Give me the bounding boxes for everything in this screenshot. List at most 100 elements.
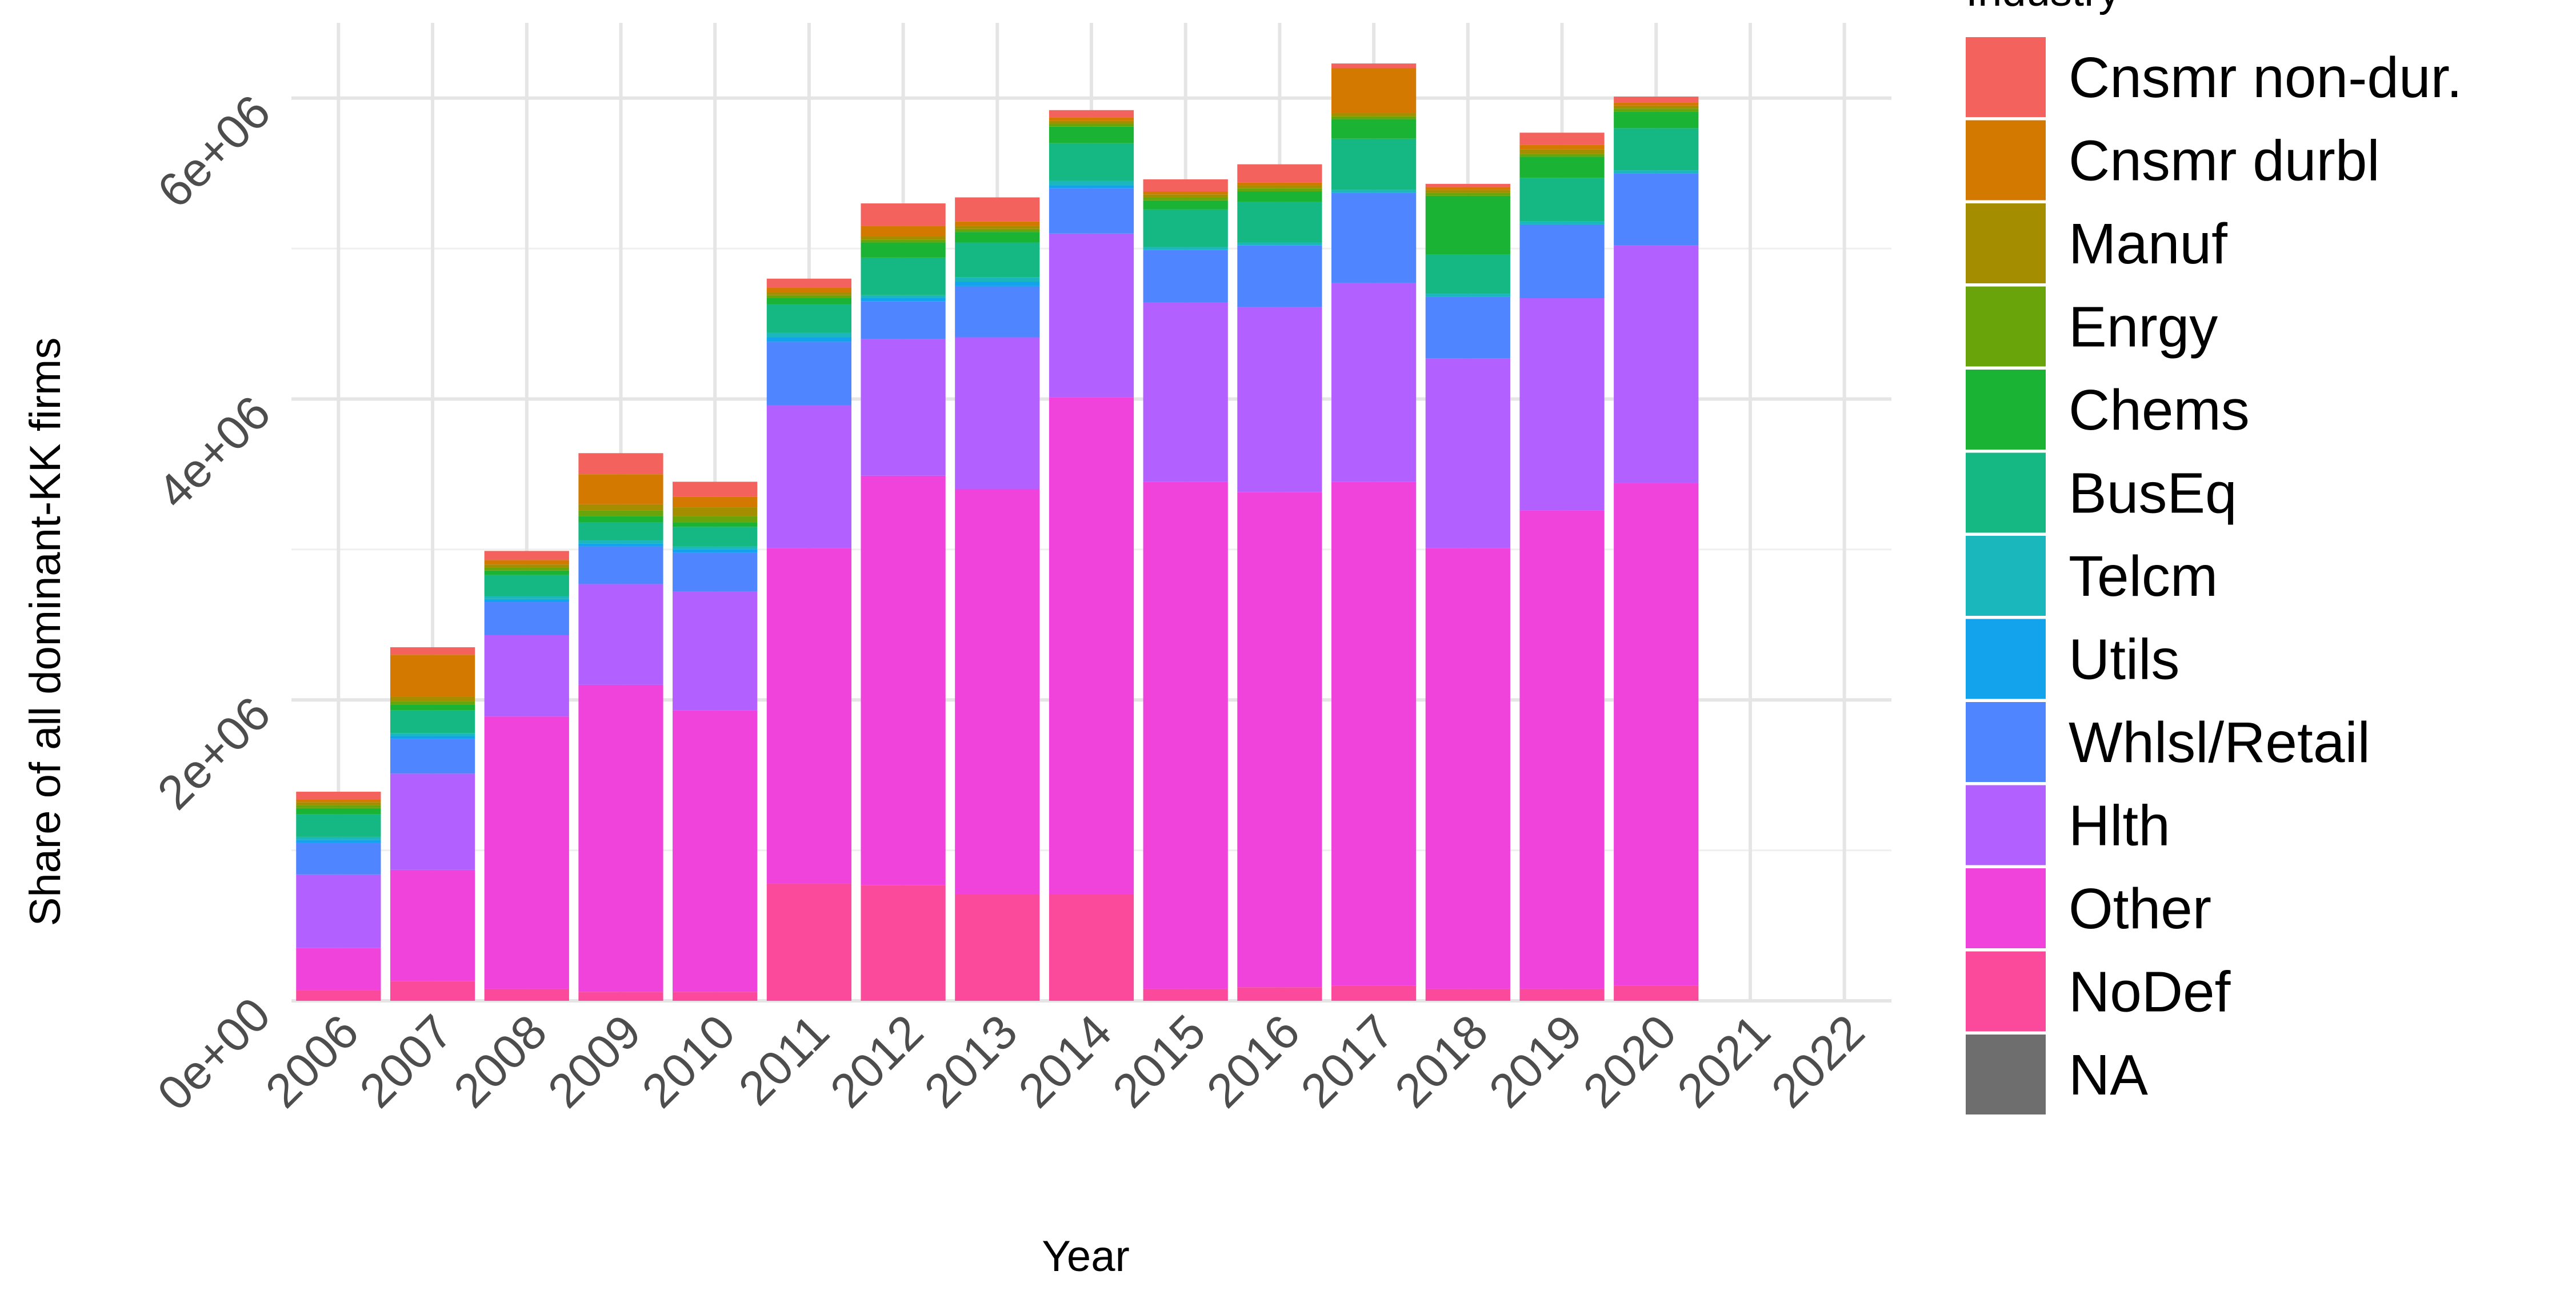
bar-segment (1331, 482, 1417, 986)
bar-segment (1614, 97, 1699, 103)
bar-segment (861, 242, 946, 258)
bar-segment (1519, 149, 1605, 154)
legend-title: Industry (1966, 0, 2120, 15)
bar-segment (1614, 985, 1699, 1001)
bar-segment (1614, 102, 1699, 106)
bar-segment (1237, 307, 1322, 492)
bar-segment (578, 504, 663, 511)
bar-segment (861, 301, 946, 339)
bar-segment (1237, 191, 1322, 202)
bar-segment (390, 704, 475, 711)
bar-segment (390, 696, 475, 701)
bar-segment (955, 489, 1040, 894)
bar-segment (766, 298, 851, 304)
y-tick-label: 0e+00 (147, 987, 280, 1120)
legend-label: Manuf (2069, 212, 2227, 276)
bar-segment (1143, 191, 1228, 195)
bar-segment (1614, 483, 1699, 986)
bar-segment (673, 507, 758, 516)
legend-label: Utils (2069, 628, 2179, 692)
x-tick-label: 2015 (1102, 1004, 1216, 1118)
x-tick-label: 2021 (1667, 1004, 1781, 1118)
bar-segment (1143, 194, 1228, 198)
bar-segment (484, 564, 569, 568)
bar-segment (1425, 254, 1510, 294)
bar-segment (861, 236, 946, 240)
bar-segment (1425, 358, 1510, 548)
bar-segment (1237, 492, 1322, 988)
bar-segment (1331, 190, 1417, 193)
legend-key (1966, 120, 2046, 201)
bar-segment (861, 298, 946, 302)
bar-segment (861, 295, 946, 298)
bar-segment (1519, 224, 1605, 298)
legend-label: NA (2069, 1043, 2148, 1107)
bar-segment (955, 893, 1040, 1001)
x-tick-label: 2019 (1479, 1004, 1593, 1118)
bar-segment (766, 404, 851, 548)
legend-key (1966, 536, 2046, 616)
bar-segment (1519, 154, 1605, 157)
x-tick-label: 2014 (1008, 1004, 1122, 1118)
bar-segment (1049, 110, 1134, 118)
legend: Industry Cnsmr non-dur. Cnsmr durbl Manuf E… (1966, 0, 2462, 1114)
bar-segment (390, 981, 475, 1001)
legend-key (1966, 785, 2046, 865)
legend-label: Cnsmr non-dur. (2069, 46, 2462, 110)
bar-segment (1143, 250, 1228, 303)
bar-segment (673, 522, 758, 527)
bar-segment (484, 716, 569, 989)
bar-segment (1331, 63, 1417, 69)
legend-label: Cnsmr durbl (2069, 129, 2380, 193)
bar-segment (390, 647, 475, 655)
bar-segment (766, 883, 851, 1001)
bar-segment (955, 197, 1040, 222)
bar-segment (1331, 119, 1417, 139)
bar-segment (955, 228, 1040, 232)
bar-segment (390, 739, 475, 774)
bar-segment (578, 992, 663, 1001)
bar-segment (673, 710, 758, 992)
bar-segment (1237, 202, 1322, 243)
bar-segment (484, 596, 569, 599)
bar-segment (1614, 173, 1699, 246)
bar-segment (1331, 138, 1417, 190)
bar-segment (1331, 193, 1417, 283)
x-tick-label: 2008 (443, 1004, 557, 1118)
bar-segment (1331, 113, 1417, 117)
bar-segment (390, 736, 475, 739)
bar-segment (1049, 123, 1134, 127)
bar-segment (390, 773, 475, 870)
bar-segment (1331, 985, 1417, 1001)
bar-segment (484, 988, 569, 1001)
bar-segment (390, 710, 475, 733)
legend-label: Other (2069, 877, 2211, 941)
bar-segment (296, 840, 381, 843)
bar-segment (1519, 145, 1605, 150)
bar-segment (578, 516, 663, 523)
bar-segment (296, 836, 381, 840)
x-tick-label: 2017 (1290, 1004, 1404, 1118)
bar-segment (955, 226, 1040, 229)
bar-segment (484, 560, 569, 565)
bar-segment (766, 287, 851, 292)
bar-segment (1049, 188, 1134, 234)
bar-segment (861, 339, 946, 476)
bar-segment (766, 342, 851, 405)
legend-key (1966, 619, 2046, 699)
bar-segment (861, 885, 946, 1001)
bar-segment (578, 540, 663, 544)
bar-segment (296, 802, 381, 805)
bar-segment (1143, 197, 1228, 201)
bar-segment (1049, 143, 1134, 181)
x-tick-label: 2011 (728, 1004, 839, 1115)
bar-segment (484, 567, 569, 571)
bar-segment (1143, 988, 1228, 1001)
bar-segment (1519, 298, 1605, 511)
bar-segment (296, 791, 381, 800)
bar-segment (1425, 190, 1510, 193)
bar-segment (766, 548, 851, 884)
bar-segment (296, 808, 381, 815)
x-tick-label: 2020 (1573, 1004, 1686, 1118)
bar-segment (1614, 105, 1699, 109)
